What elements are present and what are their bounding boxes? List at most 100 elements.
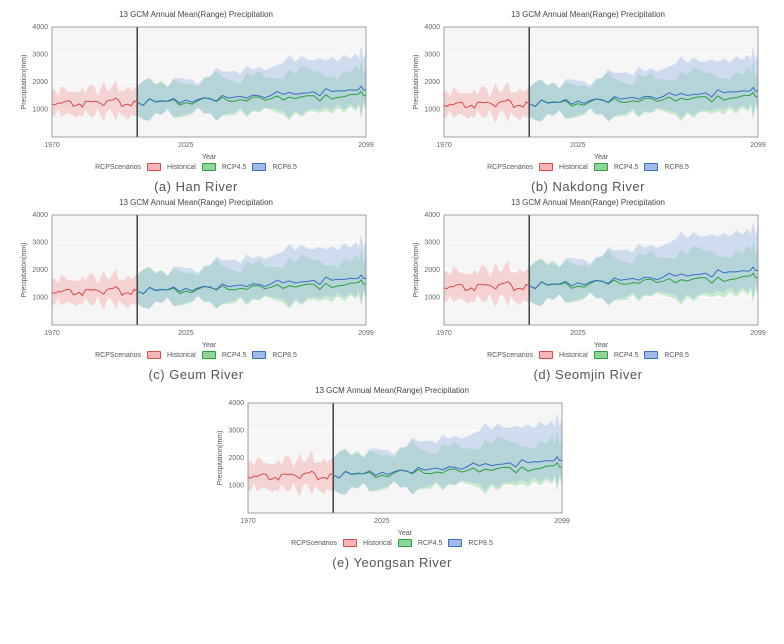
- legend-title: RCPScenarios: [291, 540, 337, 547]
- svg-text:2000: 2000: [228, 455, 244, 462]
- legend-label-rcp45: RCP4.5: [614, 164, 639, 171]
- legend-label-rcp45: RCP4.5: [418, 540, 443, 547]
- svg-text:2000: 2000: [424, 79, 440, 86]
- panel-caption-nakdong: (b) Nakdong River: [531, 179, 645, 194]
- svg-text:2025: 2025: [570, 330, 586, 337]
- svg-text:4000: 4000: [424, 212, 440, 219]
- legend-swatch-historical: [147, 351, 161, 359]
- legend-swatch-rcp45: [202, 163, 216, 171]
- panel-caption-han: (a) Han River: [154, 179, 238, 194]
- legend-label-rcp45: RCP4.5: [222, 164, 247, 171]
- legend-swatch-historical: [539, 163, 553, 171]
- legend: RCPScenarios Historical RCP4.5 RCP8.5: [487, 163, 689, 171]
- svg-text:1000: 1000: [32, 107, 48, 114]
- chart-title: 13 GCM Annual Mean(Range) Precipitation: [119, 10, 273, 19]
- svg-text:Precipitation(mm): Precipitation(mm): [21, 55, 28, 110]
- svg-text:Precipitation(mm): Precipitation(mm): [413, 243, 420, 298]
- panel-caption-geum: (c) Geum River: [148, 367, 243, 382]
- panel-seomjin: 13 GCM Annual Mean(Range) Precipitation …: [402, 198, 774, 382]
- svg-text:1970: 1970: [436, 142, 452, 149]
- svg-text:Year: Year: [202, 154, 217, 161]
- legend-swatch-rcp45: [202, 351, 216, 359]
- legend-swatch-rcp85: [252, 351, 266, 359]
- svg-text:1970: 1970: [44, 142, 60, 149]
- legend-label-historical: Historical: [363, 540, 392, 547]
- svg-text:2099: 2099: [358, 330, 374, 337]
- chart-title: 13 GCM Annual Mean(Range) Precipitation: [511, 198, 665, 207]
- legend-label-historical: Historical: [559, 352, 588, 359]
- panel-yeongsan: 13 GCM Annual Mean(Range) Precipitation …: [201, 386, 583, 570]
- legend-title: RCPScenarios: [95, 352, 141, 359]
- legend-title: RCPScenarios: [487, 352, 533, 359]
- legend-label-rcp45: RCP4.5: [614, 352, 639, 359]
- legend-swatch-rcp45: [398, 539, 412, 547]
- svg-text:3000: 3000: [228, 428, 244, 435]
- svg-text:2025: 2025: [374, 518, 390, 525]
- legend-label-rcp85: RCP8.5: [664, 352, 689, 359]
- svg-text:Year: Year: [594, 154, 609, 161]
- legend-swatch-rcp85: [252, 163, 266, 171]
- svg-text:2025: 2025: [570, 142, 586, 149]
- legend: RCPScenarios Historical RCP4.5 RCP8.5: [95, 163, 297, 171]
- svg-text:2000: 2000: [32, 267, 48, 274]
- legend-label-rcp45: RCP4.5: [222, 352, 247, 359]
- chart-geum: 1000 2000 3000 4000 1970 2025 2099 Year Precipit…: [16, 209, 376, 349]
- panel-caption-seomjin: (d) Seomjin River: [534, 367, 643, 382]
- svg-text:1000: 1000: [424, 295, 440, 302]
- legend-title: RCPScenarios: [487, 164, 533, 171]
- legend-swatch-rcp45: [594, 351, 608, 359]
- legend-swatch-historical: [539, 351, 553, 359]
- panel-nakdong: 13 GCM Annual Mean(Range) Precipitation …: [402, 10, 774, 194]
- svg-text:2000: 2000: [424, 267, 440, 274]
- svg-text:Precipitation(mm): Precipitation(mm): [217, 431, 224, 486]
- chart-title: 13 GCM Annual Mean(Range) Precipitation: [315, 386, 469, 395]
- chart-yeongsan: 1000 2000 3000 4000 1970 2025 2099 Year Precipit…: [212, 397, 572, 537]
- chart-seomjin: 1000 2000 3000 4000 1970 2025 2099 Year Precipit…: [408, 209, 768, 349]
- svg-text:4000: 4000: [228, 400, 244, 407]
- svg-text:Year: Year: [398, 530, 413, 537]
- svg-text:3000: 3000: [424, 240, 440, 247]
- svg-text:4000: 4000: [424, 24, 440, 31]
- panel-han: 13 GCM Annual Mean(Range) Precipitation …: [10, 10, 382, 194]
- legend: RCPScenarios Historical RCP4.5 RCP8.5: [291, 539, 493, 547]
- legend-swatch-historical: [147, 163, 161, 171]
- chart-nakdong: 1000200030004000197020252099YearPrecipit…: [408, 21, 768, 161]
- svg-text:3000: 3000: [32, 240, 48, 247]
- svg-text:1970: 1970: [44, 330, 60, 337]
- legend-label-rcp85: RCP8.5: [272, 352, 297, 359]
- chart-title: 13 GCM Annual Mean(Range) Precipitation: [511, 10, 665, 19]
- legend-title: RCPScenarios: [95, 164, 141, 171]
- svg-text:3000: 3000: [424, 52, 440, 59]
- svg-text:Precipitation(mm): Precipitation(mm): [21, 243, 28, 298]
- panel-caption-yeongsan: (e) Yeongsan River: [332, 555, 452, 570]
- legend-label-rcp85: RCP8.5: [468, 540, 493, 547]
- svg-text:1970: 1970: [436, 330, 452, 337]
- svg-text:4000: 4000: [32, 24, 48, 31]
- legend-swatch-rcp85: [448, 539, 462, 547]
- legend-swatch-rcp85: [644, 163, 658, 171]
- panel-geum: 13 GCM Annual Mean(Range) Precipitation …: [10, 198, 382, 382]
- svg-text:Year: Year: [202, 342, 217, 349]
- svg-text:2099: 2099: [750, 142, 766, 149]
- legend-label-historical: Historical: [167, 164, 196, 171]
- svg-text:4000: 4000: [32, 212, 48, 219]
- legend-label-rcp85: RCP8.5: [272, 164, 297, 171]
- legend-label-rcp85: RCP8.5: [664, 164, 689, 171]
- svg-text:Year: Year: [594, 342, 609, 349]
- svg-text:1000: 1000: [228, 483, 244, 490]
- legend-label-historical: Historical: [559, 164, 588, 171]
- chart-title: 13 GCM Annual Mean(Range) Precipitation: [119, 198, 273, 207]
- svg-text:1000: 1000: [32, 295, 48, 302]
- svg-text:2025: 2025: [178, 330, 194, 337]
- svg-text:1000: 1000: [424, 107, 440, 114]
- svg-text:2099: 2099: [750, 330, 766, 337]
- svg-text:1970: 1970: [240, 518, 256, 525]
- svg-text:3000: 3000: [32, 52, 48, 59]
- legend-swatch-historical: [343, 539, 357, 547]
- svg-text:2099: 2099: [358, 142, 374, 149]
- svg-text:2000: 2000: [32, 79, 48, 86]
- legend: RCPScenarios Historical RCP4.5 RCP8.5: [487, 351, 689, 359]
- legend: RCPScenarios Historical RCP4.5 RCP8.5: [95, 351, 297, 359]
- legend-label-historical: Historical: [167, 352, 196, 359]
- svg-text:2099: 2099: [554, 518, 570, 525]
